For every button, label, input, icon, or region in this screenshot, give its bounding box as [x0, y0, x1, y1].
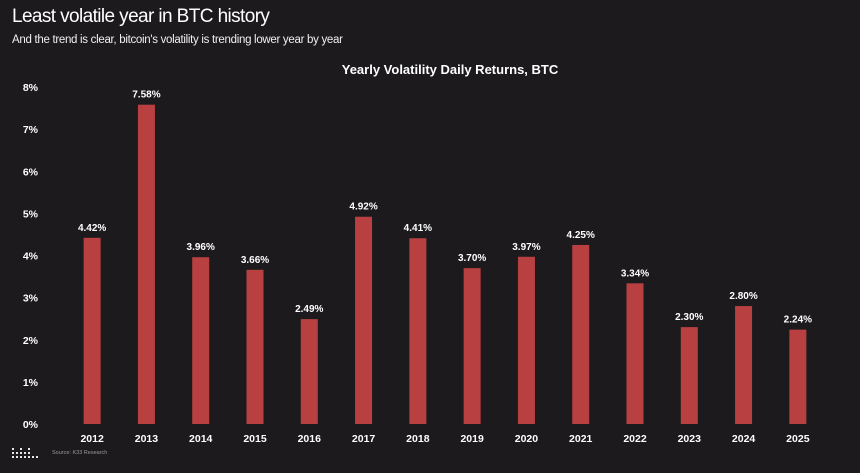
chart-title: Yearly Volatility Daily Returns, BTC: [341, 62, 559, 77]
bar-2019: [463, 268, 481, 424]
y-tick-label: 1%: [23, 377, 39, 389]
data-label: 4.41%: [404, 223, 432, 234]
bar-2024: [735, 306, 753, 424]
data-label: 3.66%: [241, 255, 269, 266]
bar-2017: [355, 216, 373, 424]
bar-2015: [246, 269, 264, 424]
y-tick-label: 4%: [23, 251, 39, 263]
x-tick-label: 2022: [623, 433, 647, 445]
y-tick-label: 7%: [23, 124, 39, 136]
bar-2021: [572, 244, 590, 424]
x-tick-label: 2016: [298, 433, 322, 445]
data-label: 3.70%: [458, 253, 486, 264]
bar-2013: [137, 104, 155, 424]
x-tick-label: 2015: [243, 433, 267, 445]
bar-2014: [192, 257, 210, 424]
bar-2018: [409, 238, 427, 424]
bar-2012: [83, 237, 101, 424]
bar-2022: [626, 283, 644, 424]
y-tick-label: 3%: [23, 293, 39, 305]
x-tick-label: 2013: [135, 433, 159, 445]
page-headline: Least volatile year in BTC history: [12, 6, 270, 27]
y-tick-label: 2%: [23, 335, 39, 347]
x-tick-label: 2019: [460, 433, 484, 445]
data-label: 3.34%: [621, 268, 649, 279]
x-tick-label: 2025: [786, 433, 810, 445]
x-tick-label: 2018: [406, 433, 430, 445]
bar-2023: [680, 327, 698, 424]
data-label: 3.96%: [187, 242, 215, 253]
x-tick-label: 2017: [352, 433, 376, 445]
x-tick-label: 2023: [678, 433, 702, 445]
bar-2016: [300, 319, 318, 424]
y-tick-label: 8%: [23, 82, 39, 94]
data-label: 4.92%: [349, 202, 377, 213]
x-tick-label: 2014: [189, 433, 213, 445]
y-tick-label: 0%: [23, 419, 39, 431]
x-tick-label: 2021: [569, 433, 593, 445]
source-note: Source: K33 Research: [52, 450, 108, 456]
data-label: 2.49%: [295, 304, 323, 315]
x-tick-label: 2020: [515, 433, 539, 445]
data-label: 2.30%: [675, 312, 703, 323]
y-tick-label: 6%: [23, 166, 39, 178]
logo-icon: [12, 447, 40, 465]
data-label: 7.58%: [132, 90, 160, 101]
x-tick-label: 2012: [80, 433, 104, 445]
data-label: 4.25%: [567, 230, 595, 241]
page-subheadline: And the trend is clear, bitcoin's volati…: [12, 34, 343, 46]
y-tick-label: 5%: [23, 208, 39, 220]
data-label: 2.80%: [729, 291, 757, 302]
bar-2025: [789, 329, 807, 424]
data-label: 2.24%: [784, 315, 812, 326]
data-label: 3.97%: [512, 242, 540, 253]
data-label: 4.42%: [78, 223, 106, 234]
x-tick-label: 2024: [732, 433, 756, 445]
bar-2020: [517, 256, 535, 424]
